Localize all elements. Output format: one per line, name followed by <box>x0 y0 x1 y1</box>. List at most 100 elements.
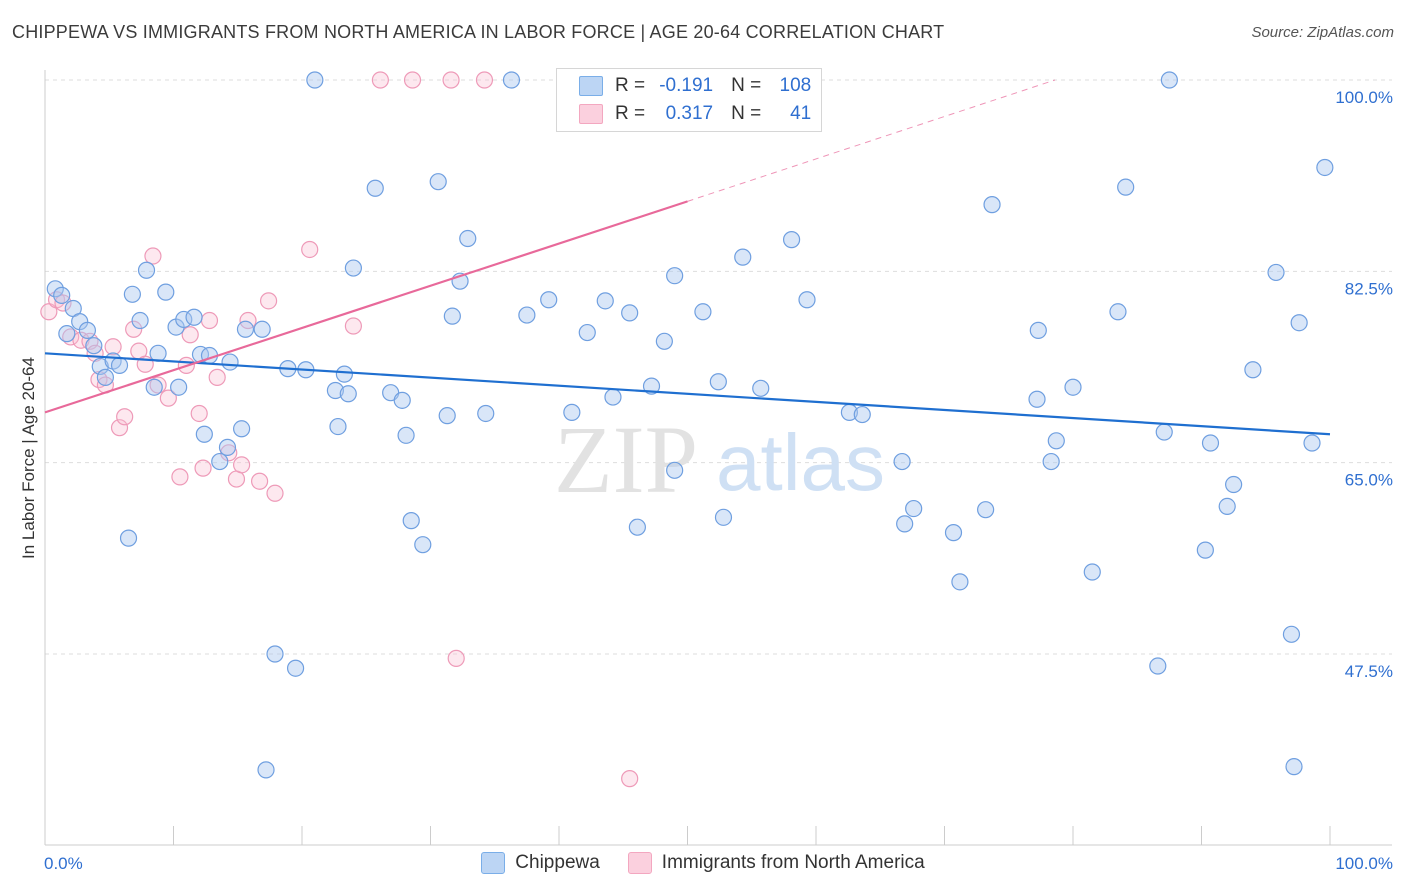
point-immigrants <box>344 317 362 335</box>
point-chippewa <box>1303 434 1321 452</box>
point-chippewa <box>339 385 357 403</box>
point-immigrants <box>266 484 284 502</box>
point-immigrants <box>233 456 251 474</box>
point-chippewa <box>1290 314 1308 332</box>
watermark-zip: ZIP <box>554 406 698 513</box>
point-chippewa <box>329 417 347 436</box>
point-chippewa <box>621 304 639 322</box>
point-chippewa <box>78 321 97 339</box>
legend-item-chippewa: Chippewa <box>481 852 600 874</box>
point-chippewa <box>1042 452 1060 471</box>
point-chippewa <box>596 292 614 310</box>
y-axis-label: In Labor Force | Age 20-64 <box>19 357 38 559</box>
point-chippewa <box>131 311 149 330</box>
point-chippewa <box>96 368 114 386</box>
point-immigrants <box>621 770 639 788</box>
point-chippewa <box>175 310 193 329</box>
point-chippewa <box>85 337 103 355</box>
point-chippewa <box>326 381 345 400</box>
legend-r-value: -0.191 <box>659 75 714 96</box>
point-immigrants <box>104 338 122 356</box>
point-chippewa <box>429 173 447 191</box>
point-chippewa <box>1160 71 1178 89</box>
point-chippewa <box>438 407 456 425</box>
point-chippewa <box>782 231 801 249</box>
point-immigrants <box>200 311 219 330</box>
point-immigrants <box>125 320 143 338</box>
point-immigrants <box>171 468 189 486</box>
point-chippewa <box>1149 657 1167 675</box>
point-chippewa <box>46 280 64 298</box>
point-chippewa <box>402 512 420 530</box>
point-chippewa <box>1225 475 1243 494</box>
point-chippewa <box>642 377 661 395</box>
point-chippewa <box>236 320 255 338</box>
point-chippewa <box>266 645 284 663</box>
legend-row-immigrants: R = 0.317 N = 41 <box>579 100 811 128</box>
trend-line-immigrants-extension <box>687 79 1056 202</box>
chart-title: CHIPPEWA VS IMMIGRANTS FROM NORTH AMERIC… <box>12 22 945 42</box>
trend-lines <box>44 79 1331 436</box>
point-chippewa <box>518 306 536 324</box>
point-chippewa <box>798 291 816 309</box>
point-chippewa <box>1267 263 1285 282</box>
point-chippewa <box>1218 497 1236 515</box>
point-chippewa <box>1196 541 1214 559</box>
point-chippewa <box>1316 158 1334 177</box>
point-chippewa <box>170 378 188 396</box>
point-chippewa <box>540 291 558 309</box>
point-immigrants <box>110 419 129 437</box>
point-chippewa <box>253 320 271 338</box>
legend-n-label: N = <box>731 103 762 124</box>
point-chippewa <box>393 391 411 409</box>
point-chippewa <box>1029 321 1047 339</box>
watermark-atlas: atlas <box>716 418 885 507</box>
point-immigrants <box>208 368 226 386</box>
point-chippewa <box>1109 303 1127 321</box>
legend-row-chippewa: R = -0.191 N = 108 <box>579 72 811 100</box>
point-chippewa <box>1028 390 1046 408</box>
point-immigrants <box>220 444 238 462</box>
point-chippewa <box>233 420 251 438</box>
point-chippewa <box>195 425 213 443</box>
point-chippewa <box>1083 563 1101 581</box>
legend-swatch-immigrants <box>627 852 652 874</box>
point-chippewa <box>53 286 71 304</box>
point-chippewa <box>896 515 914 533</box>
point-chippewa <box>752 379 770 397</box>
point-chippewa <box>578 323 596 342</box>
point-chippewa <box>905 499 923 518</box>
point-immigrants <box>301 240 319 259</box>
point-chippewa <box>951 573 969 591</box>
point-immigrants <box>116 408 134 426</box>
point-immigrants <box>144 247 162 265</box>
point-chippewa <box>983 196 1001 214</box>
legend-label-chippewa: Chippewa <box>515 852 600 873</box>
point-chippewa <box>502 71 521 89</box>
point-chippewa <box>58 325 76 343</box>
point-chippewa <box>1047 432 1065 450</box>
legend-swatch-chippewa <box>579 76 603 96</box>
point-chippewa <box>1117 178 1135 196</box>
watermark: ZIP atlas <box>554 406 885 513</box>
point-chippewa <box>563 403 581 421</box>
point-immigrants <box>447 649 465 667</box>
point-chippewa <box>977 501 995 519</box>
point-chippewa <box>221 353 239 371</box>
point-chippewa <box>1064 378 1082 396</box>
point-immigrants <box>250 472 269 490</box>
point-chippewa <box>893 452 911 471</box>
axes <box>44 70 1392 846</box>
point-chippewa <box>306 71 324 89</box>
point-chippewa <box>1282 625 1301 643</box>
point-immigrants <box>72 331 90 349</box>
y-tick-label: 82.5% <box>1345 279 1393 298</box>
point-chippewa <box>628 518 646 536</box>
point-immigrants <box>371 71 389 89</box>
legend-r-value: 0.317 <box>665 103 714 124</box>
point-chippewa <box>91 357 109 376</box>
point-chippewa <box>694 303 712 321</box>
point-immigrants <box>259 292 278 310</box>
legend-n-value: 108 <box>779 75 812 96</box>
x-tick-label-min: 0.0% <box>44 854 83 873</box>
